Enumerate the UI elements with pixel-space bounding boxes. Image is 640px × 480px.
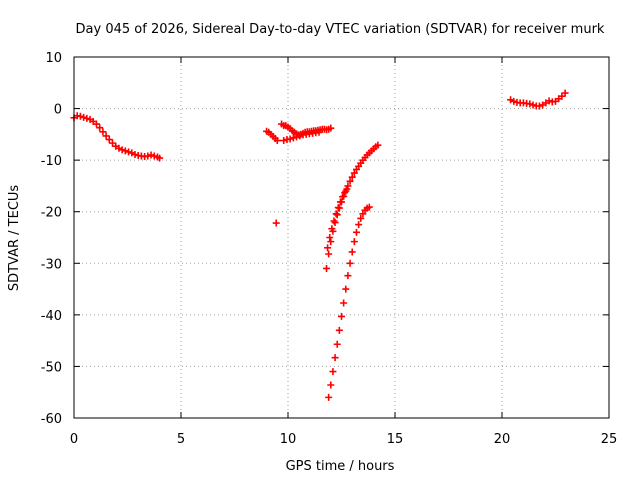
series-5	[280, 128, 323, 145]
data-point	[340, 299, 348, 307]
x-tick-label: 25	[601, 432, 618, 447]
data-point	[326, 234, 334, 241]
data-point	[323, 264, 331, 272]
data-point	[330, 217, 338, 225]
x-tick-label: 10	[280, 432, 297, 447]
data-point	[328, 225, 336, 233]
data-point	[339, 193, 347, 201]
x-tick-label: 0	[70, 432, 78, 447]
data-point	[96, 124, 104, 132]
data-point	[76, 112, 84, 120]
data-point	[334, 204, 342, 212]
data-point	[352, 228, 360, 236]
x-tick-labels: 0 5 10 15 20 25	[70, 432, 617, 447]
data-point	[289, 134, 297, 142]
data-point	[99, 128, 107, 136]
data-point	[333, 211, 341, 219]
data-points	[70, 89, 569, 401]
data-point	[357, 214, 365, 222]
data-point	[150, 152, 158, 160]
data-point	[338, 312, 345, 320]
data-point	[147, 151, 155, 159]
y-tick-label: 10	[45, 51, 62, 66]
data-point	[329, 368, 337, 376]
data-point	[529, 101, 537, 109]
data-point	[121, 147, 129, 155]
data-point	[365, 203, 373, 211]
data-point	[131, 150, 139, 158]
data-point	[293, 133, 301, 141]
data-point	[144, 152, 152, 160]
data-point	[346, 259, 354, 267]
y-tick-labels: 10 0 -10 -20 -30 -40 -50 -60	[41, 51, 62, 427]
y-tick-label: -50	[41, 360, 62, 375]
data-point	[374, 141, 382, 149]
data-point	[331, 354, 339, 362]
y-tick-label: -10	[41, 154, 62, 169]
data-point	[350, 238, 358, 246]
data-point	[510, 97, 518, 105]
series-3	[272, 219, 280, 227]
data-point	[272, 219, 280, 227]
data-point	[327, 124, 335, 132]
x-tick-label: 15	[387, 432, 404, 447]
data-point	[324, 244, 332, 252]
data-point	[286, 135, 294, 143]
y-tick-label: -20	[41, 206, 62, 221]
data-point	[315, 128, 323, 136]
data-point	[343, 185, 351, 193]
data-point	[327, 381, 335, 389]
data-point	[535, 102, 543, 110]
series-7	[324, 185, 351, 252]
data-point	[333, 340, 341, 348]
x-tick-label: 20	[494, 432, 511, 447]
y-tick-label: 0	[54, 103, 62, 118]
data-point	[332, 210, 340, 218]
data-point	[327, 238, 335, 246]
data-point	[336, 198, 344, 206]
data-point	[342, 285, 350, 293]
data-point	[341, 189, 349, 197]
x-axis-label: GPS time / hours	[286, 459, 395, 474]
data-point	[545, 97, 553, 105]
data-point	[355, 221, 363, 229]
data-point	[359, 210, 367, 218]
data-point	[348, 173, 356, 181]
data-point	[526, 100, 534, 108]
data-point	[346, 177, 354, 185]
data-point	[83, 114, 91, 122]
y-tick-label: -30	[41, 257, 62, 272]
series-4	[278, 120, 335, 139]
data-point	[280, 137, 288, 145]
axis-ticks	[73, 56, 610, 419]
series-8	[325, 203, 373, 401]
data-point	[348, 248, 356, 256]
plot-frame	[73, 56, 610, 419]
y-axis-label: SDTVAR / TECUs	[7, 185, 22, 292]
data-point	[335, 326, 343, 334]
grid	[74, 57, 609, 418]
series-9	[507, 89, 569, 110]
data-point	[118, 146, 126, 154]
data-point	[156, 154, 164, 162]
data-point	[105, 136, 113, 144]
data-point	[125, 148, 133, 156]
data-point	[325, 393, 333, 401]
data-point	[344, 272, 352, 280]
x-tick-label: 5	[177, 432, 185, 447]
data-point	[92, 120, 100, 128]
data-point	[102, 132, 110, 140]
y-tick-label: -40	[41, 309, 62, 324]
data-point	[296, 132, 304, 140]
data-point	[325, 250, 333, 258]
chart-title: Day 045 of 2026, Sidereal Day-to-day VTE…	[76, 22, 605, 37]
data-point	[561, 89, 569, 97]
data-point	[350, 169, 358, 177]
data-point	[80, 113, 88, 121]
series-2	[263, 127, 281, 145]
data-point	[273, 137, 281, 145]
y-tick-label: -60	[41, 412, 62, 427]
